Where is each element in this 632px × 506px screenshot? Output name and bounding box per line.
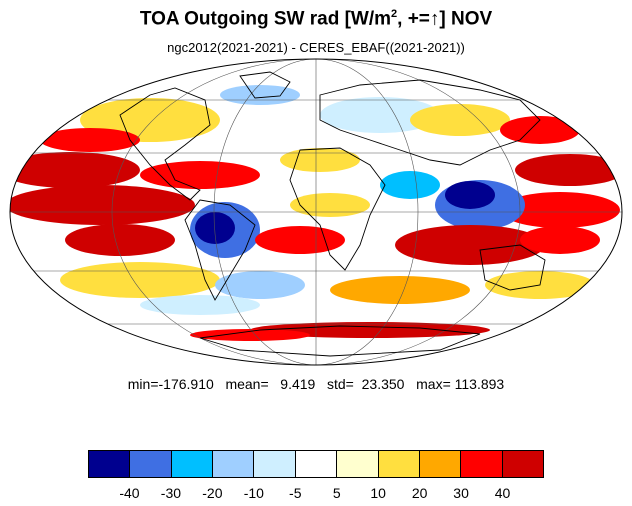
greenland-outline: [239, 71, 291, 99]
colorbar-swatch: [130, 451, 172, 477]
difference-map: [9, 58, 623, 366]
colorbar-swatch: [89, 451, 131, 477]
patch: [500, 192, 620, 228]
patch: [220, 85, 300, 105]
patch: [330, 276, 470, 304]
antarctica-outline: [199, 325, 481, 357]
patch: [290, 193, 370, 217]
colorbar: [88, 450, 544, 478]
patch: [410, 104, 510, 136]
colorbar-label: -30: [160, 485, 182, 501]
patch: [40, 128, 140, 152]
patch: [140, 161, 260, 189]
title-superscript: 2: [391, 8, 398, 20]
patch: [190, 329, 310, 341]
colorbar-swatch: [419, 451, 462, 477]
meridian-line: [213, 59, 419, 365]
patch: [195, 212, 235, 244]
patch: [60, 262, 220, 298]
colorbar-swatch: [254, 451, 296, 477]
africa-outline: [289, 147, 386, 271]
anomaly-patches: [10, 85, 622, 341]
patch: [395, 225, 545, 265]
patch: [10, 152, 140, 188]
colorbar-swatch: [171, 451, 214, 477]
colorbar-label: -40: [119, 485, 140, 501]
patch: [520, 226, 600, 254]
patch: [140, 295, 260, 315]
patch: [380, 171, 440, 199]
globe-border: [9, 58, 623, 366]
patch: [65, 224, 175, 256]
colorbar-label: 40: [494, 485, 511, 501]
colorbar-label: 5: [332, 485, 341, 501]
colorbar-label: 30: [453, 485, 469, 501]
title-main: TOA Outgoing SW rad [W/m: [139, 8, 392, 30]
patch: [500, 116, 580, 144]
patch: [215, 271, 305, 299]
colorbar-swatch: [502, 451, 543, 477]
north-america-outline: [119, 87, 211, 201]
colorbar-swatch: [337, 451, 379, 477]
graticule: [10, 59, 622, 365]
colorbar-swatch: [213, 451, 255, 477]
map-subtitle: ngc2012(2021-2021) - CERES_EBAF((2021-20…: [167, 40, 465, 55]
title-rest: , +=↑] NOV: [397, 8, 493, 30]
eurasia-outline: [319, 79, 541, 166]
coastlines: [119, 71, 546, 357]
colorbar-swatch: [378, 451, 420, 477]
colorbar-label: 10: [370, 485, 386, 501]
patch: [445, 181, 495, 209]
australia-outline: [479, 244, 546, 291]
meridian-line: [111, 59, 521, 365]
patch: [10, 185, 195, 225]
colorbar-label: -20: [202, 485, 223, 501]
patch: [255, 226, 345, 254]
colorbar-swatch: [295, 451, 338, 477]
patch: [250, 322, 490, 338]
patch: [280, 148, 360, 172]
stats-line: min=-176.910 mean= 9.419 std= 23.350 max…: [127, 376, 505, 392]
map-field: [10, 59, 622, 365]
patch: [515, 154, 622, 186]
colorbar-labels: -40 -30 -20 -10 -5 5 10 20 30 40: [0, 485, 632, 503]
colorbar-label: 20: [411, 485, 428, 501]
colorbar-label: -5: [289, 485, 302, 501]
colorbar-swatch: [461, 451, 503, 477]
map-title: TOA Outgoing SW rad [W/m2, +=↑] NOV: [0, 8, 632, 30]
patch: [320, 97, 440, 133]
south-america-outline: [184, 199, 256, 301]
colorbar-label: -10: [243, 485, 264, 501]
